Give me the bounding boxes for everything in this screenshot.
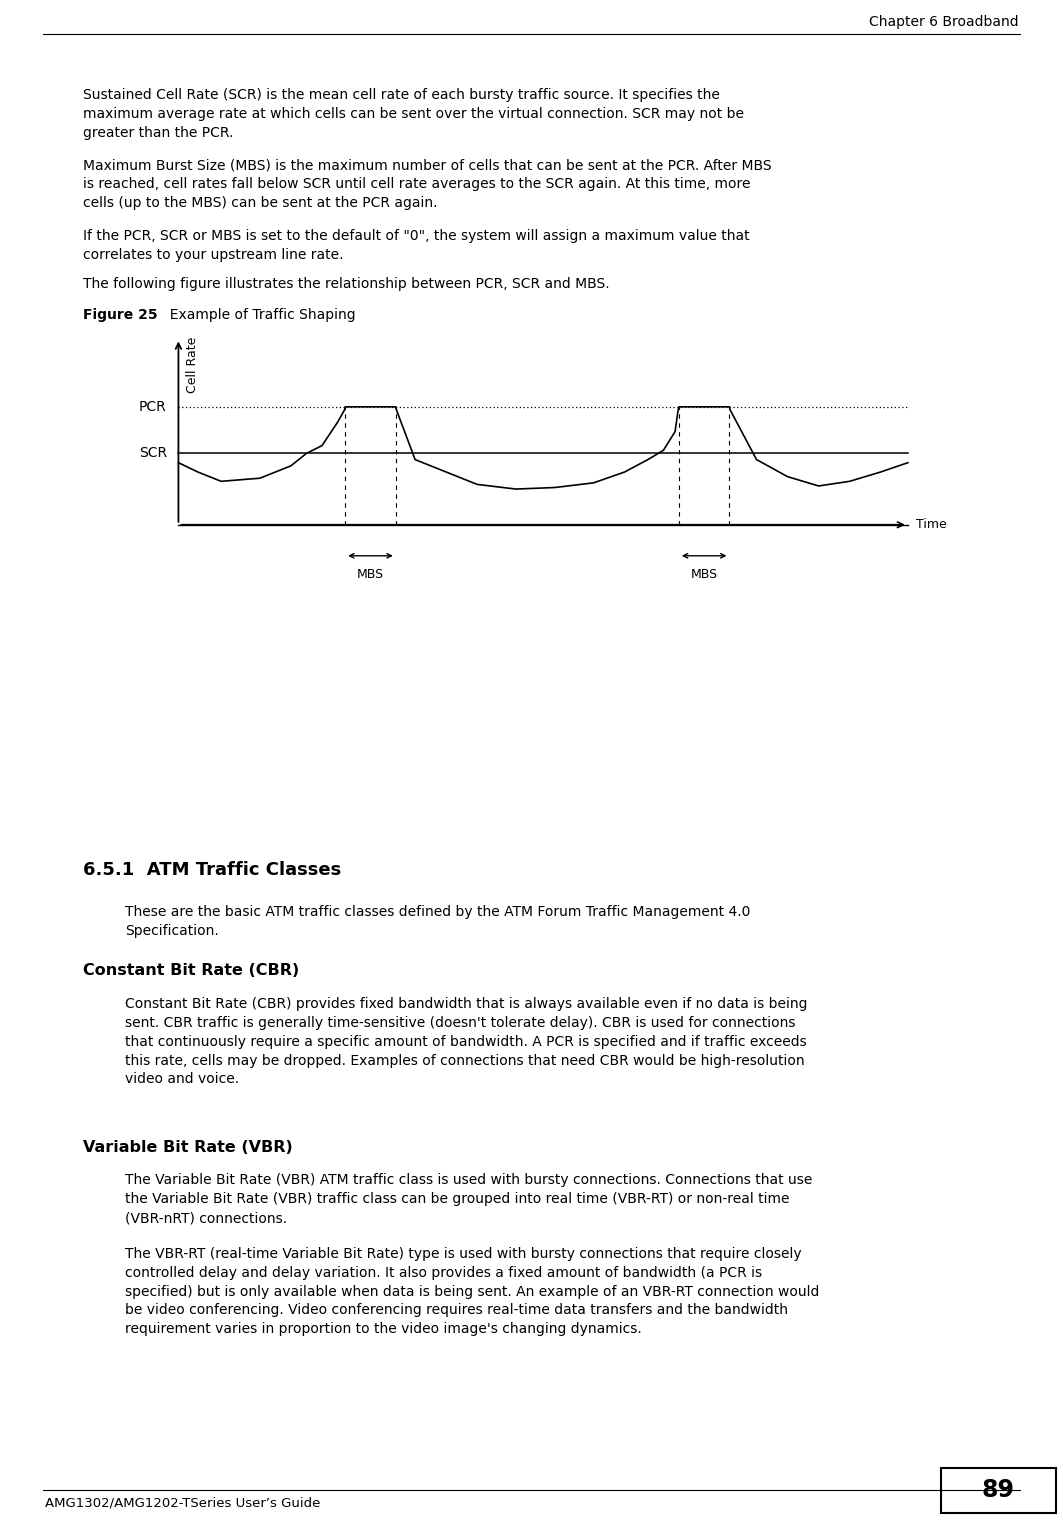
Text: Figure 25: Figure 25 [83, 308, 157, 322]
Text: SCR: SCR [138, 447, 167, 460]
Text: The following figure illustrates the relationship between PCR, SCR and MBS.: The following figure illustrates the rel… [83, 277, 609, 291]
Text: Example of Traffic Shaping: Example of Traffic Shaping [161, 308, 355, 322]
Text: Variable Bit Rate (VBR): Variable Bit Rate (VBR) [83, 1140, 292, 1155]
Text: PCR: PCR [139, 399, 167, 415]
Text: Chapter 6 Broadband: Chapter 6 Broadband [868, 15, 1018, 29]
Text: 6.5.1  ATM Traffic Classes: 6.5.1 ATM Traffic Classes [83, 861, 341, 879]
Text: These are the basic ATM traffic classes defined by the ATM Forum Traffic Managem: These are the basic ATM traffic classes … [125, 905, 750, 939]
Text: The Variable Bit Rate (VBR) ATM traffic class is used with bursty connections. C: The Variable Bit Rate (VBR) ATM traffic … [125, 1173, 813, 1225]
Text: MBS: MBS [691, 568, 718, 581]
Bar [941, 1468, 1056, 1513]
Text: Constant Bit Rate (CBR) provides fixed bandwidth that is always available even i: Constant Bit Rate (CBR) provides fixed b… [125, 997, 808, 1087]
Text: Sustained Cell Rate (SCR) is the mean cell rate of each bursty traffic source. I: Sustained Cell Rate (SCR) is the mean ce… [83, 88, 744, 140]
Text: If the PCR, SCR or MBS is set to the default of "0", the system will assign a ma: If the PCR, SCR or MBS is set to the def… [83, 229, 749, 262]
Text: Constant Bit Rate (CBR): Constant Bit Rate (CBR) [83, 963, 299, 978]
Text: Time: Time [915, 518, 946, 532]
Text: AMG1302/AMG1202-TSeries User’s Guide: AMG1302/AMG1202-TSeries User’s Guide [45, 1497, 320, 1510]
Text: 89: 89 [981, 1478, 1015, 1503]
Text: Maximum Burst Size (MBS) is the maximum number of cells that can be sent at the : Maximum Burst Size (MBS) is the maximum … [83, 158, 772, 210]
Text: MBS: MBS [357, 568, 384, 581]
Text: The VBR-RT (real-time Variable Bit Rate) type is used with bursty connections th: The VBR-RT (real-time Variable Bit Rate)… [125, 1247, 820, 1337]
Text: Cell Rate: Cell Rate [186, 337, 199, 393]
